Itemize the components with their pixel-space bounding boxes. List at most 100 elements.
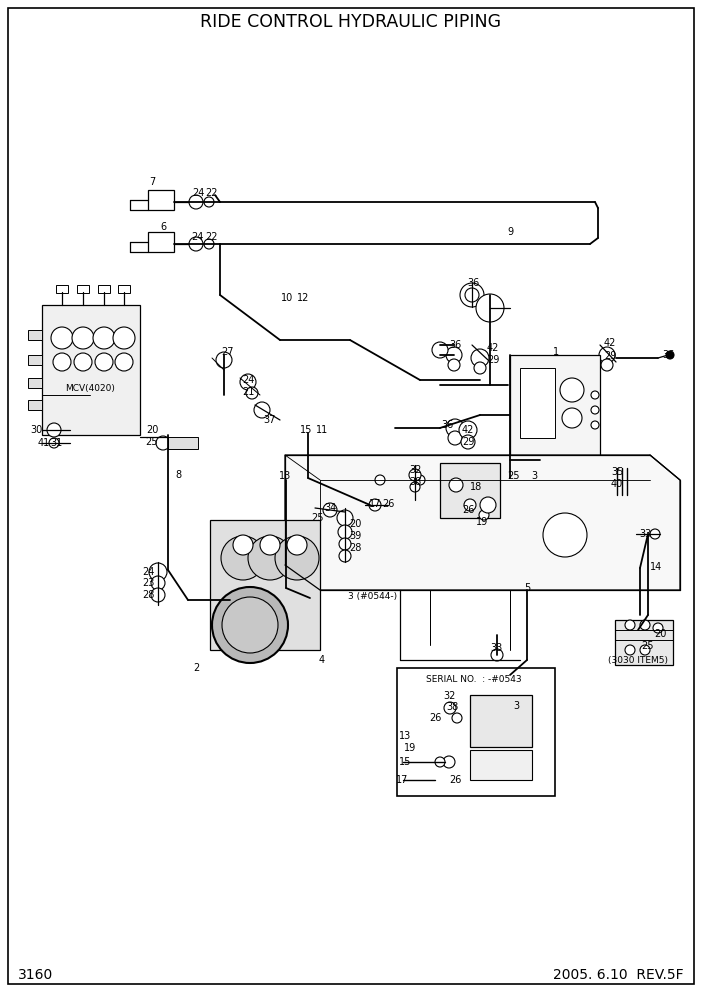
Text: 15: 15 (399, 757, 411, 767)
Text: 37: 37 (264, 415, 276, 425)
Text: 1: 1 (553, 347, 559, 357)
Text: 32: 32 (409, 465, 421, 475)
Text: MCV(4020): MCV(4020) (65, 384, 115, 393)
Text: 24: 24 (241, 375, 254, 385)
Text: 3: 3 (513, 701, 519, 711)
Text: 26: 26 (462, 505, 474, 515)
Circle shape (72, 327, 94, 349)
Circle shape (189, 237, 203, 251)
Text: 8: 8 (175, 470, 181, 480)
Circle shape (444, 702, 456, 714)
Circle shape (474, 362, 486, 374)
Circle shape (339, 550, 351, 562)
Text: 39: 39 (349, 531, 361, 541)
Circle shape (93, 327, 115, 349)
Circle shape (625, 645, 635, 655)
Circle shape (338, 525, 352, 539)
Text: 25: 25 (312, 513, 324, 523)
Circle shape (149, 563, 167, 581)
Text: 24: 24 (192, 188, 204, 198)
Circle shape (446, 419, 464, 437)
Circle shape (287, 535, 307, 555)
Circle shape (599, 347, 615, 363)
Polygon shape (285, 455, 680, 590)
Text: 21: 21 (241, 387, 254, 397)
Text: 25: 25 (642, 641, 654, 651)
Circle shape (464, 499, 476, 511)
Circle shape (240, 374, 256, 390)
Circle shape (337, 510, 353, 526)
Text: 26: 26 (449, 775, 461, 785)
Circle shape (49, 438, 59, 448)
Text: 10: 10 (281, 293, 293, 303)
Text: 25: 25 (507, 471, 519, 481)
Bar (28, 378, 42, 388)
Circle shape (323, 503, 337, 517)
Text: 36: 36 (441, 420, 453, 430)
Circle shape (204, 197, 214, 207)
Circle shape (455, 475, 465, 485)
Bar (148, 190, 174, 210)
Circle shape (560, 378, 584, 402)
Text: 40: 40 (611, 479, 623, 489)
Circle shape (591, 421, 599, 429)
Circle shape (601, 359, 613, 371)
Bar (397, 668, 555, 796)
Text: 29: 29 (486, 355, 499, 365)
Circle shape (74, 353, 92, 371)
Bar (118, 285, 130, 293)
Text: 33: 33 (639, 529, 651, 539)
Text: 13: 13 (399, 731, 411, 741)
Bar (210, 520, 320, 650)
Bar (56, 285, 68, 293)
Circle shape (591, 391, 599, 399)
Circle shape (113, 327, 135, 349)
Bar (28, 400, 42, 410)
Text: 29: 29 (462, 437, 474, 447)
Text: 41: 41 (38, 438, 50, 448)
Text: 5: 5 (524, 583, 530, 593)
Circle shape (115, 353, 133, 371)
Circle shape (591, 406, 599, 414)
Text: 26: 26 (382, 499, 395, 509)
Circle shape (53, 353, 71, 371)
Circle shape (432, 342, 448, 358)
Circle shape (51, 327, 73, 349)
Text: RIDE CONTROL HYDRAULIC PIPING: RIDE CONTROL HYDRAULIC PIPING (201, 13, 501, 31)
Text: 23: 23 (142, 578, 154, 588)
Circle shape (465, 288, 479, 302)
Circle shape (480, 497, 496, 513)
Text: 30: 30 (30, 425, 42, 435)
Text: 2: 2 (193, 663, 199, 673)
Circle shape (212, 587, 288, 663)
Bar (615, 620, 673, 665)
Text: 7: 7 (149, 177, 155, 187)
Circle shape (452, 713, 462, 723)
Bar (470, 695, 532, 747)
Circle shape (246, 387, 258, 399)
Circle shape (260, 535, 280, 555)
Text: 3 (#0544-): 3 (#0544-) (348, 591, 397, 600)
Circle shape (543, 513, 587, 557)
Circle shape (625, 620, 635, 630)
Text: 17: 17 (369, 499, 381, 509)
Text: 24: 24 (142, 567, 154, 577)
Bar (510, 355, 600, 475)
Text: 35: 35 (611, 467, 623, 477)
Text: 18: 18 (470, 482, 482, 492)
Text: 25: 25 (146, 437, 158, 447)
Circle shape (448, 359, 460, 371)
Text: 17: 17 (396, 775, 408, 785)
Circle shape (415, 475, 425, 485)
Circle shape (653, 623, 663, 633)
Circle shape (375, 475, 385, 485)
Text: 19: 19 (476, 517, 488, 527)
Circle shape (491, 649, 503, 661)
Circle shape (254, 402, 270, 418)
Text: 28: 28 (142, 590, 154, 600)
Bar (28, 355, 42, 365)
Bar (470, 750, 532, 780)
Circle shape (449, 478, 463, 492)
Text: (3030 ITEM5): (3030 ITEM5) (608, 656, 668, 665)
Text: 38: 38 (446, 702, 458, 712)
